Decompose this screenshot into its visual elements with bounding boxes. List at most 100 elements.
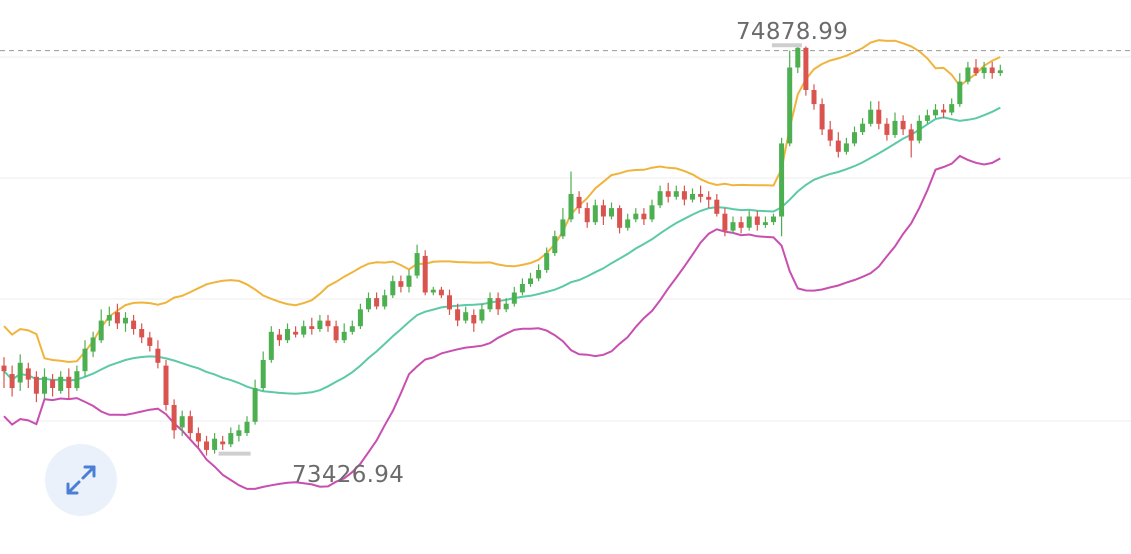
candle-72	[584, 202, 590, 228]
candle-120	[973, 59, 979, 76]
candle-body	[341, 331, 347, 341]
candle-body	[357, 309, 363, 327]
candle-54	[438, 286, 444, 299]
candle-body	[617, 208, 623, 228]
candle-body	[349, 326, 355, 332]
candle-24	[195, 427, 201, 448]
candle-41	[333, 320, 339, 344]
candle-84	[681, 185, 687, 206]
candle-93	[754, 210, 760, 231]
candle-body	[114, 312, 120, 324]
candle-49	[398, 275, 404, 293]
candle-67	[544, 247, 550, 273]
candle-body	[179, 416, 185, 428]
candle-body	[771, 216, 776, 223]
candle-61	[495, 292, 501, 315]
candle-10	[82, 340, 88, 377]
candle-44	[357, 303, 363, 330]
candle-body	[487, 298, 493, 310]
candle-111	[900, 115, 906, 135]
candle-0	[1, 357, 7, 389]
candle-114	[924, 109, 930, 124]
candle-89	[722, 208, 728, 237]
candle-body	[657, 191, 663, 206]
candle-100	[811, 84, 817, 110]
min-price-label: 73426.94	[292, 462, 405, 488]
candle-64	[519, 278, 525, 296]
candle-60	[487, 292, 493, 313]
middle-band	[3, 106, 1001, 395]
candle-77	[625, 213, 631, 231]
candle-29	[236, 424, 242, 442]
candle-56	[455, 303, 461, 327]
candle-47	[382, 289, 388, 310]
candle-body	[333, 326, 339, 341]
candle-body	[495, 298, 501, 310]
candle-119	[965, 61, 971, 85]
candle-body	[187, 416, 193, 434]
candle-body	[406, 275, 412, 287]
candle-body	[973, 67, 979, 74]
candle-58	[471, 309, 477, 332]
candle-body	[625, 219, 631, 228]
candle-body	[220, 441, 226, 445]
candle-body	[25, 368, 31, 380]
candle-69	[560, 208, 566, 240]
candle-body	[787, 67, 793, 144]
candle-body	[438, 289, 444, 296]
candle-94	[762, 216, 768, 228]
candle-body	[252, 388, 258, 422]
candle-body	[884, 123, 890, 135]
candle-75	[609, 202, 614, 220]
candle-body	[293, 331, 299, 335]
candle-body	[892, 120, 898, 135]
candle-body	[58, 376, 64, 391]
candle-body	[528, 278, 533, 284]
candle-body	[981, 67, 987, 74]
candle-46	[374, 292, 380, 310]
expand-button[interactable]	[45, 444, 117, 516]
candle-body	[260, 360, 266, 389]
candle-63	[511, 286, 517, 307]
candle-body	[754, 216, 760, 225]
candle-79	[641, 208, 647, 225]
candle-55	[447, 289, 452, 315]
candle-25	[204, 435, 209, 456]
candle-body	[933, 109, 938, 116]
candle-body	[552, 236, 558, 254]
candle-74	[600, 199, 606, 225]
candle-35	[285, 323, 290, 344]
candle-body	[665, 191, 671, 197]
candle-112	[908, 123, 914, 158]
candle-19	[155, 340, 161, 369]
candle-26	[212, 433, 218, 454]
candle-87	[706, 191, 712, 209]
candle-118	[957, 73, 963, 107]
candle-106	[860, 118, 866, 135]
candle-body	[860, 123, 866, 133]
candle-body	[511, 292, 517, 304]
candle-16	[131, 314, 137, 335]
candle-6	[50, 374, 56, 397]
candle-body	[957, 81, 963, 105]
candle-body	[9, 374, 15, 389]
candle-12	[98, 309, 104, 344]
candle-104	[843, 137, 849, 155]
candle-83	[673, 185, 679, 200]
candle-32	[260, 351, 266, 391]
candle-62	[503, 298, 509, 313]
candle-body	[949, 104, 955, 113]
candle-body	[706, 196, 712, 200]
candle-body	[285, 329, 290, 341]
candle-27	[220, 435, 226, 450]
candle-body	[609, 208, 614, 217]
candles	[1, 45, 1003, 456]
candle-85	[690, 188, 695, 203]
candle-123	[997, 64, 1003, 76]
candle-body	[382, 295, 388, 307]
candle-40	[325, 314, 331, 332]
candle-body	[519, 284, 525, 293]
candle-body	[276, 334, 282, 341]
candle-102	[827, 120, 833, 147]
candle-body	[722, 213, 728, 231]
